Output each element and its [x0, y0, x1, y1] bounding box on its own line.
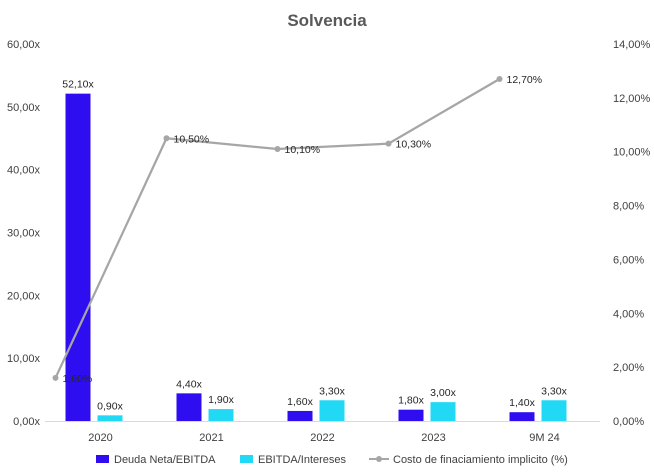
- line-series-path: [54, 78, 501, 379]
- legend-label-ebitda: EBITDA/Intereses: [258, 454, 347, 466]
- legend: Deuda Neta/EBITDA EBITDA/Intereses Costo d…: [96, 454, 568, 466]
- bar: [287, 410, 313, 421]
- y-axis-tick-label: 40,00x: [7, 165, 41, 177]
- bar: [97, 415, 123, 421]
- x-axis-tick-label: 2020: [88, 432, 112, 444]
- bars: [65, 93, 567, 421]
- y2-axis-tick-label: 8,00%: [613, 201, 644, 213]
- bar: [541, 400, 567, 421]
- line-data-label: 10,10%: [285, 144, 321, 156]
- y2-axis-tick-label: 12,00%: [613, 93, 651, 105]
- bar-data-label: 3,00x: [430, 387, 456, 399]
- bar: [176, 393, 202, 421]
- chart-title: Solvencia: [287, 11, 367, 30]
- bar: [509, 412, 535, 421]
- line-point: [385, 140, 392, 147]
- line-point: [163, 135, 170, 142]
- line-series: [52, 76, 503, 381]
- y-axis-tick-label: 50,00x: [7, 102, 41, 114]
- x-axis-tick-label: 2022: [310, 432, 334, 444]
- legend-label-costo: Costo de finaciamiento implicito (%): [393, 454, 568, 466]
- x-axis-tick-label: 9M 24: [529, 432, 560, 444]
- y2-axis-tick-label: 6,00%: [613, 254, 644, 266]
- line-data-label: 10,50%: [174, 133, 210, 145]
- legend-marker-costo: [376, 456, 382, 462]
- y2-axis-tick-label: 14,00%: [613, 39, 651, 51]
- bar-data-label: 3,30x: [319, 385, 345, 397]
- bar: [65, 93, 91, 421]
- bar-data-label: 1,90x: [208, 394, 234, 406]
- line-data-label: 1,60%: [63, 373, 93, 385]
- line-data-label: 10,30%: [396, 139, 432, 151]
- bar: [319, 400, 345, 421]
- y2-axis-tick-label: 10,00%: [613, 147, 651, 159]
- legend-swatch-ebitda: [240, 455, 253, 463]
- legend-swatch-deuda: [96, 455, 109, 463]
- bar-data-label: 1,60x: [287, 396, 313, 408]
- bar: [430, 402, 456, 421]
- x-axis-tick-label: 2023: [421, 432, 445, 444]
- bar: [208, 409, 234, 421]
- bar-data-label: 1,80x: [398, 395, 424, 407]
- line-point: [496, 76, 503, 83]
- legend-label-deuda: Deuda Neta/EBITDA: [114, 454, 216, 466]
- bar-data-label: 1,40x: [509, 397, 535, 409]
- bar-data-label: 52,10x: [62, 79, 94, 91]
- y-axis-tick-label: 30,00x: [7, 228, 41, 240]
- y-axis-tick-label: 60,00x: [7, 39, 41, 51]
- line-point: [52, 374, 59, 381]
- axes: 0,00x 10,00x 20,00x 30,00x 40,00x 50,00x 60,00…: [7, 39, 651, 444]
- y-axis-tick-label: 20,00x: [7, 290, 41, 302]
- y-axis-tick-label: 0,00x: [13, 416, 40, 428]
- x-axis-tick-label: 2021: [199, 432, 223, 444]
- y-axis-tick-label: 10,00x: [7, 353, 41, 365]
- bar-data-label: 3,30x: [541, 385, 567, 397]
- y2-axis-tick-label: 0,00%: [613, 416, 644, 428]
- bar-data-label: 4,40x: [176, 378, 202, 390]
- line-data-label: 12,70%: [507, 74, 543, 86]
- bar-data-label: 0,90x: [97, 400, 123, 412]
- bar: [398, 409, 424, 421]
- y2-axis-tick-label: 4,00%: [613, 308, 644, 320]
- line-point: [274, 146, 281, 153]
- y2-axis-tick-label: 2,00%: [613, 362, 644, 374]
- data-labels: 52,10x 4,40x 1,60x 1,80x 1,40x 0,90x 1,90x 3,30…: [62, 74, 567, 412]
